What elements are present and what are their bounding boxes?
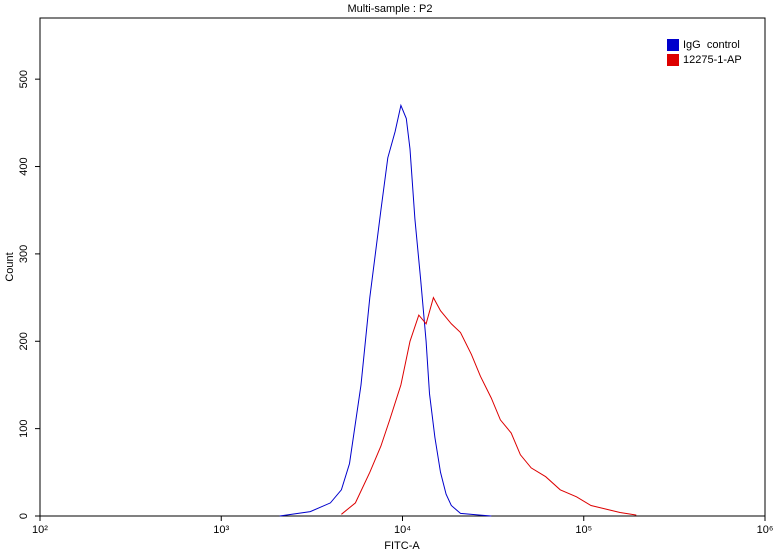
y-tick-label: 100 xyxy=(18,419,30,437)
x-tick-label: 10⁴ xyxy=(394,524,411,536)
x-tick-label: 10⁵ xyxy=(575,524,592,536)
series-line xyxy=(341,296,637,516)
y-tick-label: 400 xyxy=(18,157,30,175)
y-axis-label: Count xyxy=(4,252,16,281)
x-tick-label: 10² xyxy=(32,524,48,536)
legend-swatch xyxy=(667,54,679,66)
x-axis-label: FITC-A xyxy=(384,540,420,552)
series-line xyxy=(279,103,492,517)
y-tick-label: 500 xyxy=(18,70,30,88)
plot-frame xyxy=(39,17,766,517)
legend-label: IgG control xyxy=(683,39,740,51)
y-tick-label: 300 xyxy=(18,245,30,263)
legend-label: 12275-1-AP xyxy=(683,54,742,66)
y-tick-label: 200 xyxy=(18,332,30,350)
x-tick-label: 10⁶ xyxy=(757,524,774,536)
y-tick-label: 0 xyxy=(18,513,30,519)
chart-title: Multi-sample : P2 xyxy=(348,3,433,15)
x-tick-label: 10³ xyxy=(213,524,229,536)
legend-swatch xyxy=(667,39,679,51)
